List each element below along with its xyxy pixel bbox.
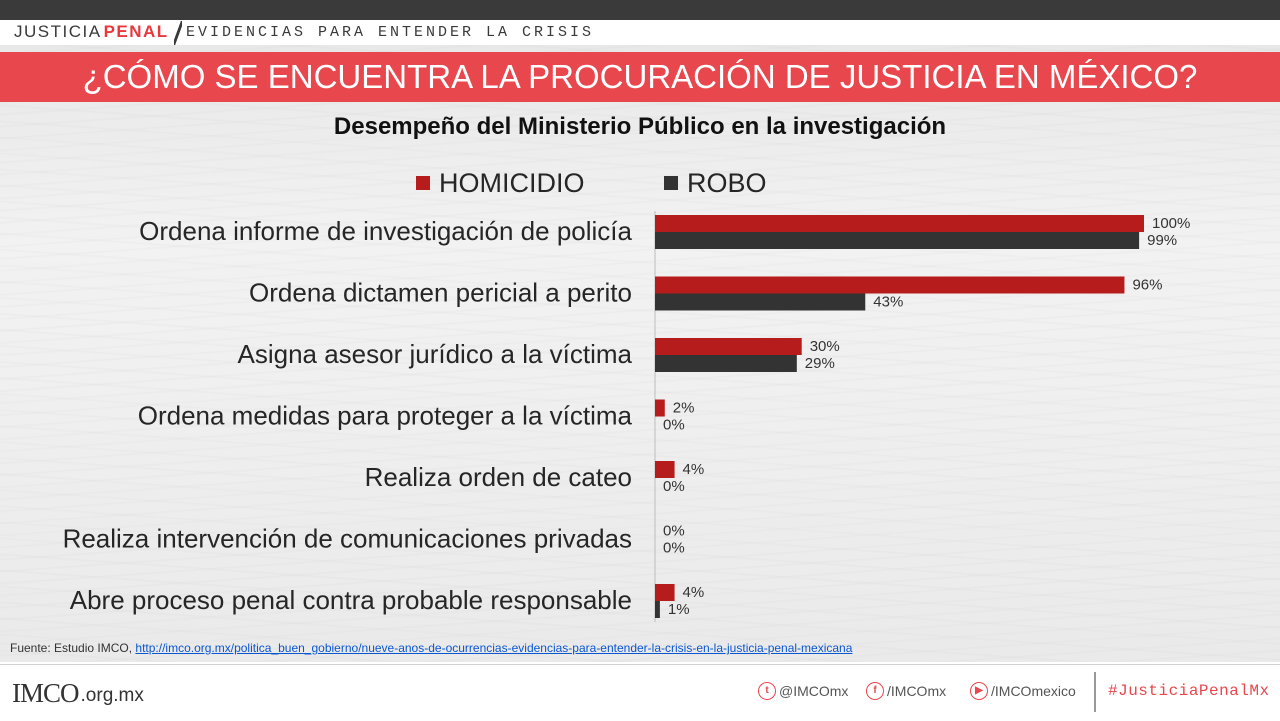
data-label-robo: 0% xyxy=(663,417,685,434)
data-label-homicidio: 4% xyxy=(683,584,705,601)
bar-homicidio xyxy=(655,461,675,478)
logo-text: IMCO xyxy=(12,677,80,708)
legend-label-homicidio: HOMICIDIO xyxy=(439,167,585,198)
brand-logo: JUSTICIA PENAL xyxy=(14,22,169,42)
bar-chart: Ordena informe de investigación de polic… xyxy=(63,211,1190,622)
data-label-robo: 0% xyxy=(663,478,685,495)
data-label-homicidio: 96% xyxy=(1132,277,1162,294)
facebook-handle: /IMCOmx xyxy=(887,683,947,699)
title-bar xyxy=(0,52,1280,102)
brand-separator xyxy=(174,21,182,45)
bar-robo xyxy=(655,601,660,618)
background-overlay xyxy=(0,20,1280,662)
category-label: Ordena medidas para proteger a la víctim… xyxy=(138,401,633,431)
bar-homicidio xyxy=(655,276,1125,294)
category-label: Realiza orden de cateo xyxy=(365,462,632,492)
footer-separator xyxy=(1094,672,1096,712)
source-link[interactable]: http://imco.org.mx/politica_buen_gobiern… xyxy=(135,641,853,655)
top-dark-bar xyxy=(0,0,1280,20)
brand-tagline: EVIDENCIAS PARA ENTENDER LA CRISIS xyxy=(186,24,595,41)
brand-justicia: JUSTICIA xyxy=(14,22,102,41)
footer xyxy=(0,664,1280,721)
data-label-robo: 1% xyxy=(668,601,690,618)
bar-homicidio xyxy=(655,584,675,601)
twitter-link[interactable]: t @IMCOmx xyxy=(758,682,848,700)
brand-bar xyxy=(0,20,1280,45)
twitter-icon: t xyxy=(758,682,776,700)
category-label: Ordena informe de investigación de polic… xyxy=(139,216,632,246)
bar-homicidio xyxy=(655,215,1144,232)
data-label-homicidio: 4% xyxy=(683,461,705,478)
data-label-robo: 29% xyxy=(805,355,835,372)
category-label: Abre proceso penal contra probable respo… xyxy=(70,585,632,615)
data-label-homicidio: 2% xyxy=(673,400,695,417)
youtube-handle: /IMCOmexico xyxy=(991,683,1076,699)
legend-item-homicidio: HOMICIDIO xyxy=(416,166,585,200)
category-label: Asigna asesor jurídico a la víctima xyxy=(237,339,632,369)
chart-title: Desempeño del Ministerio Público en la i… xyxy=(333,113,947,140)
hashtag[interactable]: #JusticiaPenalMx xyxy=(1108,682,1270,700)
twitter-handle: @IMCOmx xyxy=(779,683,849,699)
source-prefix: Fuente: Estudio IMCO, xyxy=(10,641,136,655)
data-label-homicidio: 100% xyxy=(1152,215,1190,232)
data-label-robo: 0% xyxy=(663,540,685,557)
legend-swatch-homicidio xyxy=(416,176,430,190)
legend-swatch-robo xyxy=(664,176,678,190)
bar-homicidio xyxy=(655,399,665,417)
bar-homicidio xyxy=(655,338,802,355)
source-note: Fuente: Estudio IMCO, http://imco.org.mx… xyxy=(10,641,852,655)
imco-logo[interactable]: IMCO .org.mx xyxy=(12,676,144,710)
category-label: Realiza intervención de comunicaciones p… xyxy=(63,524,632,554)
data-label-robo: 99% xyxy=(1147,232,1177,249)
bar-robo xyxy=(655,232,1140,249)
youtube-link[interactable]: ▶ /IMCOmexico xyxy=(970,682,1076,700)
page-title: ¿CÓMO SE ENCUENTRA LA PROCURACIÓN DE JUS… xyxy=(82,58,1198,95)
data-label-robo: 43% xyxy=(873,294,903,311)
data-label-homicidio: 30% xyxy=(810,338,840,355)
bar-robo xyxy=(655,355,797,372)
facebook-link[interactable]: f /IMCOmx xyxy=(866,682,946,700)
bar-robo xyxy=(655,293,866,311)
facebook-icon: f xyxy=(866,682,884,700)
data-label-homicidio: 0% xyxy=(663,523,685,540)
category-label: Ordena dictamen pericial a perito xyxy=(249,278,632,308)
legend-item-robo: ROBO xyxy=(664,166,767,200)
brand-penal: PENAL xyxy=(103,22,169,41)
logo-domain: .org.mx xyxy=(80,685,144,706)
youtube-icon: ▶ xyxy=(970,682,988,700)
legend-label-robo: ROBO xyxy=(687,167,767,198)
